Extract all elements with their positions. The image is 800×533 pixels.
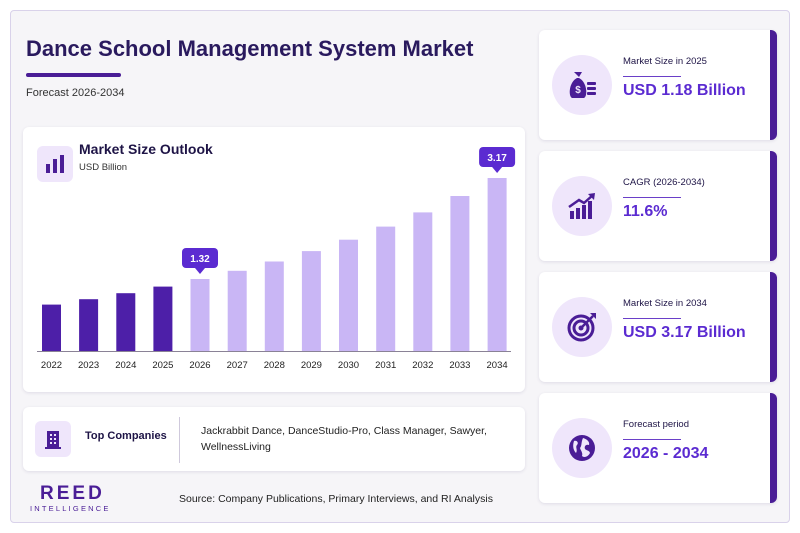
- svg-text:$: $: [575, 85, 581, 96]
- source-note: Source: Company Publications, Primary In…: [179, 493, 493, 505]
- stat-value: USD 1.18 Billion: [623, 82, 746, 99]
- growth-chart-icon: [552, 176, 612, 236]
- reed-logo: REED: [40, 483, 105, 504]
- globe-icon: [552, 418, 612, 478]
- stat-divider: [623, 439, 681, 440]
- svg-text:3.17: 3.17: [487, 153, 507, 164]
- x-tick-label: 2028: [264, 360, 285, 371]
- market-size-bar-chart: 2022 2023 2024 2025 2026 2027 2028 2029 2030 2031…: [37, 147, 516, 371]
- card-accent-edge: [770, 393, 777, 503]
- bar-2026: [190, 279, 210, 351]
- bar-2022: [42, 304, 61, 351]
- x-tick-label: 2023: [78, 360, 99, 371]
- x-tick-label: 2026: [189, 360, 210, 371]
- x-tick-label: 2030: [338, 360, 359, 371]
- top-companies-list: Jackrabbit Dance, DanceStudio-Pro, Class…: [201, 425, 487, 453]
- x-tick-label: 2029: [301, 360, 322, 371]
- stat-label: Market Size in 2025: [623, 56, 707, 67]
- bar-2033: [450, 196, 470, 351]
- target-icon: [552, 297, 612, 357]
- reed-logo-subtitle: INTELLIGENCE: [30, 504, 111, 513]
- page-subtitle: Forecast 2026-2034: [26, 87, 125, 99]
- x-tick-label: 2031: [375, 360, 396, 371]
- building-icon: [35, 421, 71, 457]
- page-title: Dance School Management System Market: [26, 36, 474, 61]
- stat-card-market-size-2034: Market Size in 2034 USD 3.17 Billion: [539, 272, 777, 382]
- x-tick-label: 2027: [227, 360, 248, 371]
- bar-2024: [116, 293, 136, 351]
- x-tick-label: 2024: [115, 360, 136, 371]
- card-accent-edge: [770, 272, 777, 382]
- title-underline: [26, 73, 121, 77]
- bar-2025: [153, 286, 173, 351]
- x-tick-label: 2025: [152, 360, 173, 371]
- x-tick-label: 2022: [41, 360, 62, 371]
- bar-2031: [376, 226, 396, 351]
- stat-divider: [623, 318, 681, 319]
- card-accent-edge: [770, 30, 777, 140]
- stat-label: CAGR (2026-2034): [623, 177, 705, 188]
- stat-label: Forecast period: [623, 419, 690, 430]
- card-accent-edge: [770, 151, 777, 261]
- stat-value: 2026 - 2034: [623, 445, 709, 462]
- companies-divider: [179, 417, 180, 463]
- stat-card-forecast-period: Forecast period 2026 - 2034: [539, 393, 777, 503]
- stat-value: 11.6%: [623, 203, 668, 220]
- x-tick-label: 2032: [412, 360, 433, 371]
- stat-divider: [623, 76, 681, 77]
- stat-card-cagr: CAGR (2026-2034) 11.6%: [539, 151, 777, 261]
- stat-value: USD 3.17 Billion: [623, 324, 746, 341]
- bar-2034: [487, 178, 507, 351]
- chart-unit: USD Billion: [79, 162, 128, 173]
- chart-title: Market Size Outlook: [79, 141, 213, 157]
- bar-chart-icon: [37, 146, 73, 182]
- money-bag-icon: $: [552, 55, 612, 115]
- bar-2029: [301, 251, 321, 351]
- stat-divider: [623, 197, 681, 198]
- stat-card-market-size-2025: $ Market Size in 2025 USD 1.18 Billion: [539, 30, 777, 140]
- x-tick-label: 2033: [449, 360, 470, 371]
- x-tick-label: 2034: [487, 360, 508, 371]
- svg-text:1.32: 1.32: [190, 254, 210, 265]
- bar-2028: [264, 261, 284, 351]
- data-label-2026: 1.32: [182, 248, 218, 274]
- bar-2032: [413, 212, 433, 351]
- bar-2030: [339, 239, 358, 351]
- stat-label: Market Size in 2034: [623, 298, 707, 309]
- companies-card: [23, 407, 525, 471]
- bar-2023: [79, 299, 99, 351]
- data-label-2034: 3.17: [479, 147, 516, 173]
- top-companies-label: Top Companies: [85, 430, 167, 442]
- bar-2027: [227, 270, 247, 351]
